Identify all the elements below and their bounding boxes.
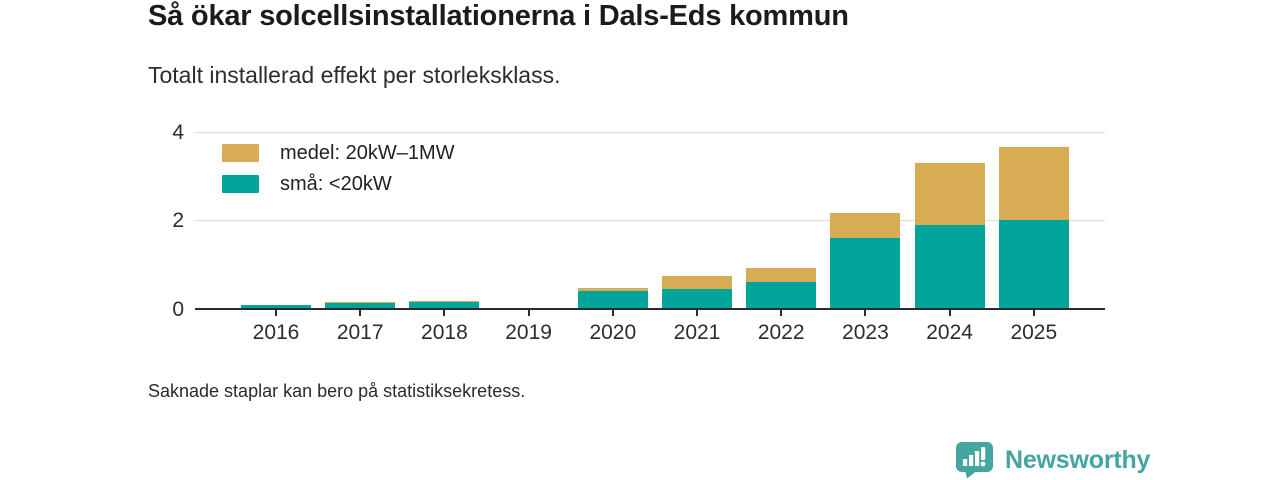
bar-2021-small xyxy=(662,289,732,309)
x-tick-label-2020: 2020 xyxy=(589,321,637,344)
bar-2025-small xyxy=(998,219,1069,309)
legend-swatch-medel xyxy=(222,144,259,162)
x-tick-2025 xyxy=(1032,310,1035,316)
x-tick-label-2021: 2021 xyxy=(673,321,721,344)
x-tick-2023 xyxy=(864,310,867,316)
x-tick-label-2017: 2017 xyxy=(336,321,384,344)
x-tick-2020 xyxy=(611,310,614,316)
brand-logo: Newsworthy xyxy=(955,441,1150,479)
bar-2021-medium xyxy=(662,275,732,290)
x-tick-2016 xyxy=(275,310,277,316)
bar-2024-medium xyxy=(914,163,985,225)
x-tick-2021 xyxy=(696,310,698,316)
x-tick-2022 xyxy=(780,310,783,316)
x-tick-label-2016: 2016 xyxy=(252,321,300,344)
newsworthy-logo-icon xyxy=(956,442,993,479)
x-tick-2019 xyxy=(527,310,530,316)
chart-subtitle: Totalt installerad effekt per storlekskl… xyxy=(148,62,561,88)
bar-2017-medium xyxy=(325,302,396,304)
x-tick-label-2025: 2025 xyxy=(1010,321,1058,344)
gridline-y4 xyxy=(195,131,1105,133)
bar-2017-small xyxy=(325,303,396,309)
bar-2023-medium xyxy=(830,212,901,239)
bar-2020-medium xyxy=(577,287,648,292)
legend-label-medel: medel: 20kW–1MW xyxy=(280,142,455,164)
legend-label-sma: små: <20kW xyxy=(280,173,392,195)
bar-2025-medium xyxy=(998,146,1069,220)
bar-2022-small xyxy=(746,282,817,309)
legend: medel: 20kW–1MW små: <20kW xyxy=(222,143,455,194)
page-title: Så ökar solcellsinstallationerna i Dals-… xyxy=(148,0,849,32)
x-tick-label-2023: 2023 xyxy=(842,321,889,344)
x-axis-line xyxy=(195,308,1105,310)
legend-swatch-sma xyxy=(222,175,259,193)
footnote: Saknade staplar kan bero på statistiksek… xyxy=(148,381,526,401)
x-tick-label-2024: 2024 xyxy=(926,321,973,344)
x-tick-2017 xyxy=(359,310,362,316)
x-tick-label-2022: 2022 xyxy=(757,321,805,344)
brand-name: Newsworthy xyxy=(1005,445,1151,474)
bar-2023-small xyxy=(830,238,901,309)
bar-2020-small xyxy=(577,291,648,309)
y-tick-label-2: 2 xyxy=(172,209,184,232)
legend-row-sma: små: <20kW xyxy=(222,174,455,194)
bar-2022-medium xyxy=(746,267,817,283)
x-tick-label-2019: 2019 xyxy=(505,321,552,344)
x-tick-label-2018: 2018 xyxy=(421,321,468,344)
y-tick-label-4: 4 xyxy=(172,120,184,144)
bar-2018-medium xyxy=(409,300,480,302)
gridline-y2 xyxy=(195,220,1105,221)
bar-2024-small xyxy=(914,224,985,309)
x-tick-2018 xyxy=(443,310,446,316)
bar-2016-small xyxy=(241,304,311,309)
bar-2018-small xyxy=(409,301,480,309)
x-tick-2024 xyxy=(948,310,951,316)
y-tick-label-0: 0 xyxy=(172,297,184,321)
legend-row-medel: medel: 20kW–1MW xyxy=(222,143,455,163)
